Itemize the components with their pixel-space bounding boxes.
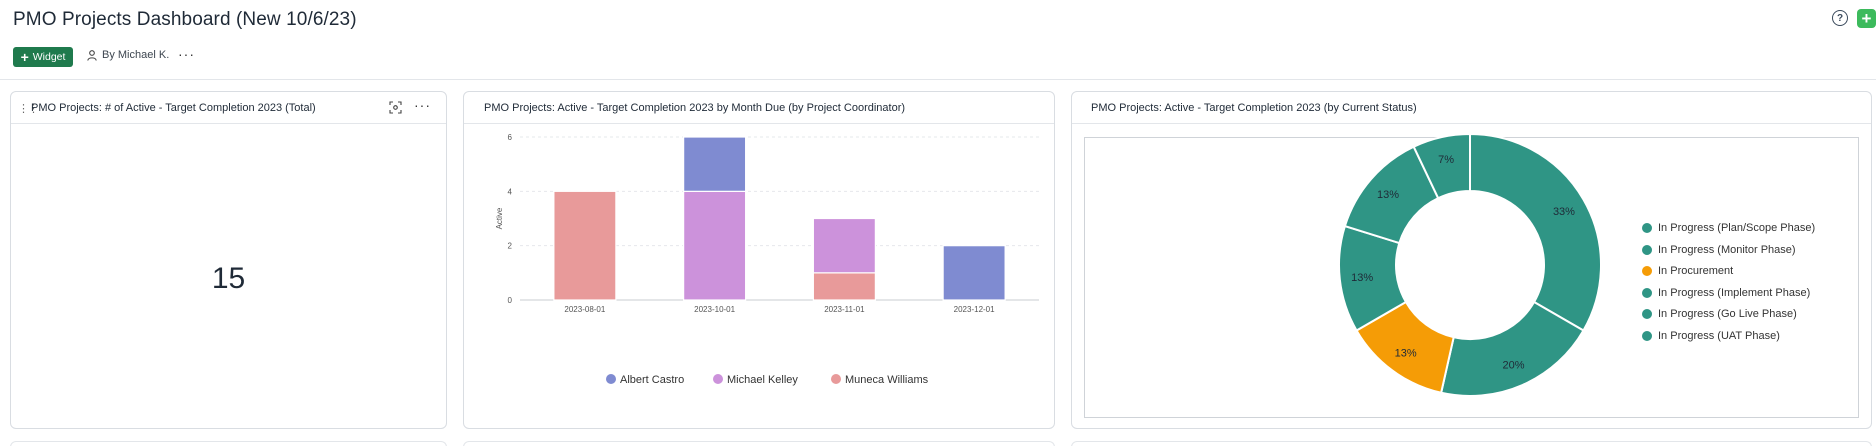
- y-tick-label: 0: [508, 296, 513, 305]
- legend-label: In Progress (Implement Phase): [1658, 286, 1811, 299]
- widget-more-button[interactable]: ···: [414, 97, 431, 113]
- legend-label: In Procurement: [1658, 265, 1734, 278]
- legend-swatch: [606, 374, 616, 384]
- legend-swatch: [1642, 309, 1652, 320]
- add-icon[interactable]: +: [1857, 9, 1876, 28]
- legend-swatch: [1642, 244, 1652, 255]
- legend-item[interactable]: In Progress (Go Live Phase): [1642, 308, 1797, 320]
- bar-segment[interactable]: [683, 190, 747, 301]
- help-icon[interactable]: ?: [1832, 10, 1848, 26]
- dashboard-more-button[interactable]: ···: [178, 46, 195, 62]
- legend-item[interactable]: In Progress (Monitor Phase): [1642, 244, 1796, 256]
- slice-label: 13%: [1351, 272, 1373, 284]
- legend-swatch: [1642, 266, 1652, 277]
- legend-swatch: [831, 374, 841, 384]
- legend-item[interactable]: In Progress (Plan/Scope Phase): [1642, 222, 1815, 234]
- plus-icon: +: [20, 49, 29, 65]
- bar-segment[interactable]: [942, 245, 1006, 301]
- widget-title: PMO Projects: Active - Target Completion…: [1091, 102, 1417, 114]
- drag-handle-icon[interactable]: ⋮⋮: [18, 103, 39, 115]
- owner-name: By Michael K.: [102, 49, 170, 61]
- legend-swatch: [713, 374, 723, 384]
- legend-item[interactable]: In Progress (Implement Phase): [1642, 287, 1810, 299]
- bar-segment[interactable]: [683, 136, 747, 192]
- bar-segment[interactable]: [812, 217, 876, 274]
- legend-item[interactable]: In Procurement: [1642, 265, 1733, 277]
- x-tick-label: 2023-11-01: [824, 305, 865, 314]
- bar-segment[interactable]: [812, 272, 876, 301]
- slice-label: 7%: [1438, 154, 1454, 166]
- y-tick-label: 2: [508, 242, 513, 251]
- legend-label: In Progress (Monitor Phase): [1658, 243, 1796, 256]
- widget-title: PMO Projects: # of Active - Target Compl…: [31, 102, 316, 114]
- y-axis-label: Active: [495, 207, 504, 229]
- next-widget-edge: [1071, 441, 1872, 446]
- next-widget-edge: [463, 441, 1055, 446]
- x-tick-label: 2023-12-01: [954, 305, 995, 314]
- donut-chart: 33% 20% 13% 13% 13% 7%: [1338, 132, 1602, 397]
- dashboard-header: PMO Projects Dashboard (New 10/6/23) + W…: [0, 0, 1876, 80]
- widget-header: ⋮⋮ PMO Projects: # of Active - Target Co…: [11, 92, 446, 124]
- legend-label: In Progress (Plan/Scope Phase): [1658, 222, 1816, 234]
- x-tick-label: 2023-10-01: [694, 305, 735, 314]
- legend-item[interactable]: In Progress (UAT Phase): [1642, 330, 1780, 342]
- y-tick-label: 6: [508, 133, 513, 142]
- widget-title: PMO Projects: Active - Target Completion…: [484, 102, 906, 114]
- user-icon: [87, 49, 97, 61]
- slice-label: 13%: [1395, 347, 1417, 359]
- donut-slice[interactable]: [1469, 132, 1602, 332]
- focus-icon[interactable]: [389, 101, 402, 114]
- metric-widget: ⋮⋮ PMO Projects: # of Active - Target Co…: [10, 91, 447, 429]
- add-widget-label: Widget: [32, 51, 66, 63]
- metric-value: 15: [211, 262, 246, 295]
- legend-swatch: [1642, 331, 1652, 341]
- legend-label[interactable]: Albert Castro: [620, 374, 684, 386]
- donut-chart-widget: PMO Projects: Active - Target Completion…: [1071, 91, 1872, 429]
- legend-swatch: [1642, 223, 1652, 233]
- owner-byline[interactable]: By Michael K.: [87, 49, 169, 61]
- widget-header: PMO Projects: Active - Target Completion…: [1072, 92, 1871, 124]
- legend-label[interactable]: Muneca Williams: [845, 374, 929, 386]
- legend-label: In Progress (Go Live Phase): [1658, 308, 1797, 321]
- legend-label[interactable]: Michael Kelley: [727, 374, 798, 386]
- bar-segment[interactable]: [553, 190, 617, 301]
- y-tick-label: 4: [508, 187, 513, 196]
- x-tick-label: 2023-08-01: [564, 305, 605, 314]
- slice-label: 13%: [1377, 189, 1399, 201]
- add-widget-button[interactable]: + Widget: [13, 47, 73, 67]
- slice-label: 33%: [1553, 206, 1575, 218]
- bar-chart-widget: PMO Projects: Active - Target Completion…: [463, 91, 1055, 429]
- widget-header: PMO Projects: Active - Target Completion…: [464, 92, 1054, 124]
- legend-swatch: [1642, 287, 1652, 298]
- legend-label: In Progress (UAT Phase): [1658, 330, 1780, 342]
- donut-slice[interactable]: [1412, 132, 1471, 200]
- page-title: PMO Projects Dashboard (New 10/6/23): [13, 9, 357, 30]
- bar-chart: 0 2 4 6 Active 2023-08-01 2023-10-01 2023-11-01…: [495, 133, 1039, 386]
- slice-label: 20%: [1502, 359, 1524, 371]
- next-widget-edge: [10, 441, 447, 446]
